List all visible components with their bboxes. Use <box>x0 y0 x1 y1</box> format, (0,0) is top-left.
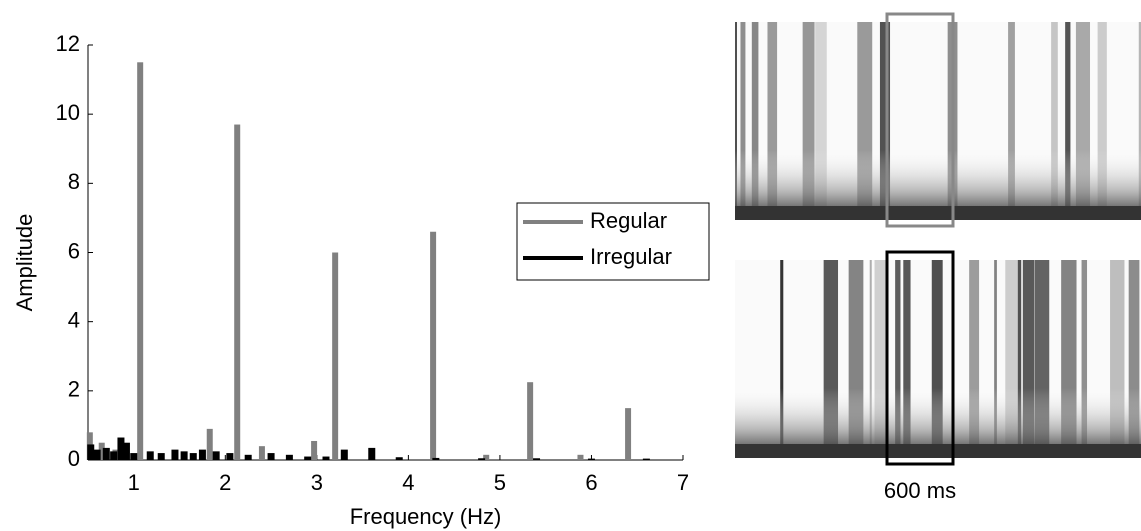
bar <box>577 454 584 460</box>
bar <box>212 451 220 460</box>
stripe <box>1008 22 1015 220</box>
x-tick-label: 2 <box>219 470 231 495</box>
bar <box>244 454 252 460</box>
legend: Regular Irregular <box>516 202 710 281</box>
y-tick-label: 2 <box>68 377 80 402</box>
bar <box>625 408 632 460</box>
bar <box>432 457 440 460</box>
bar <box>110 451 118 460</box>
stripe <box>1022 260 1035 458</box>
bar <box>146 451 154 460</box>
stripe <box>780 260 784 458</box>
stripe <box>767 22 778 220</box>
y-tick-label: 8 <box>68 169 80 194</box>
stripe <box>1051 22 1058 220</box>
bar <box>642 458 650 460</box>
legend-label: Regular <box>590 208 667 233</box>
bar <box>117 437 125 460</box>
stripe <box>1128 260 1140 458</box>
spectrogram <box>735 12 1141 228</box>
bar <box>130 453 138 460</box>
bar <box>533 458 541 460</box>
bar <box>311 440 318 460</box>
bar <box>198 449 206 460</box>
stripe <box>735 22 738 220</box>
x-tick-label: 1 <box>128 470 140 495</box>
stripe <box>1081 260 1088 458</box>
stripe <box>1138 22 1141 220</box>
y-tick-label: 10 <box>56 100 80 125</box>
window-box <box>885 12 955 228</box>
bar <box>93 449 101 460</box>
bar <box>527 382 534 460</box>
bar <box>285 454 293 460</box>
bar <box>137 62 144 461</box>
legend-label: Irregular <box>590 244 672 269</box>
bar <box>340 449 348 460</box>
stripe <box>815 22 827 220</box>
bar <box>478 458 486 460</box>
bar <box>304 456 312 460</box>
stripe <box>994 260 997 458</box>
x-tick-label: 6 <box>585 470 597 495</box>
bar <box>234 124 241 461</box>
stripe <box>802 22 815 220</box>
duration-label: 600 ms <box>884 478 956 503</box>
x-tick-label: 7 <box>677 470 689 495</box>
y-tick-label: 0 <box>68 446 80 471</box>
spectrogram <box>735 250 1141 466</box>
window-box <box>885 250 955 466</box>
stripe <box>1005 260 1018 458</box>
stripe <box>969 260 980 458</box>
y-axis-label: Amplitude <box>12 214 37 312</box>
stripe <box>931 260 943 458</box>
legend-box <box>516 202 710 281</box>
bar <box>171 449 179 460</box>
bar <box>483 454 490 460</box>
bar <box>226 453 234 460</box>
bar <box>180 451 188 460</box>
bar <box>258 446 265 460</box>
spectrograms <box>735 12 1141 466</box>
x-tick-label: 3 <box>311 470 323 495</box>
bar <box>322 456 330 460</box>
stripe <box>1065 22 1071 220</box>
bar <box>206 428 213 460</box>
bar <box>267 453 275 460</box>
bar <box>87 444 95 460</box>
bar <box>189 453 197 460</box>
x-axis-label: Frequency (Hz) <box>350 504 502 529</box>
base-band <box>735 444 1141 458</box>
bar <box>368 447 376 460</box>
stripe <box>879 22 891 220</box>
bar <box>98 442 105 460</box>
stripe <box>751 22 759 220</box>
y-tick-label: 6 <box>68 238 80 263</box>
bar <box>122 442 130 460</box>
bar <box>157 453 165 460</box>
stripe <box>903 260 911 458</box>
stripe <box>740 22 746 220</box>
bar <box>102 447 110 460</box>
stripe <box>895 260 901 458</box>
stripe <box>1017 260 1022 458</box>
bar <box>395 457 403 460</box>
stripe <box>869 260 872 458</box>
y-tick-label: 4 <box>68 307 80 332</box>
bar <box>430 231 437 460</box>
stripe <box>1097 22 1107 220</box>
base-band <box>735 206 1141 220</box>
bar <box>332 252 339 460</box>
bar <box>587 458 595 460</box>
x-tick-label: 4 <box>402 470 414 495</box>
y-tick-label: 12 <box>56 31 80 56</box>
x-tick-label: 5 <box>494 470 506 495</box>
